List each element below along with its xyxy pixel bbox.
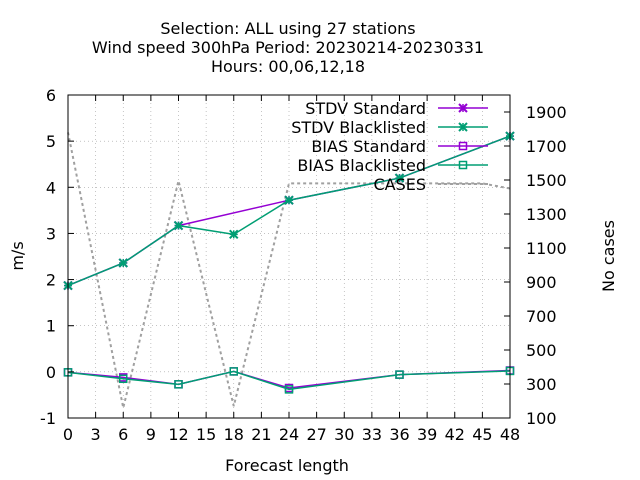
legend-label-cases: CASES bbox=[373, 175, 426, 194]
x-tick-label: 24 bbox=[279, 425, 299, 444]
x-tick-label: 3 bbox=[91, 425, 101, 444]
data-point-bias-blacklisted bbox=[229, 367, 238, 376]
legend-label-stdv-standard: STDV Standard bbox=[305, 99, 426, 118]
y2-tick-label: 1300 bbox=[526, 205, 567, 224]
x-tick-label: 12 bbox=[168, 425, 188, 444]
series-line-cases bbox=[67, 132, 511, 409]
data-point-stdv-blacklisted bbox=[394, 173, 405, 183]
legend-label-stdv-blacklisted: STDV Blacklisted bbox=[291, 118, 426, 137]
series-line-bias-blacklisted bbox=[67, 370, 511, 391]
y-tick-label: 6 bbox=[46, 86, 56, 105]
x-tick-label: 6 bbox=[118, 425, 128, 444]
x-tick-label: 15 bbox=[196, 425, 216, 444]
title-line-2: Wind speed 300hPa Period: 20230214-20230… bbox=[92, 38, 484, 57]
y-tick-label: 0 bbox=[46, 363, 56, 382]
data-series bbox=[63, 131, 515, 394]
grid bbox=[67, 94, 511, 419]
y2-tick-label: 900 bbox=[526, 273, 557, 292]
y-tick-label: 2 bbox=[46, 271, 56, 290]
legend-label-bias-standard: BIAS Standard bbox=[311, 137, 426, 156]
data-point-bias-blacklisted bbox=[174, 380, 183, 389]
legend-label-bias-blacklisted: BIAS Blacklisted bbox=[297, 156, 426, 175]
x-tick-label: 39 bbox=[417, 425, 437, 444]
y2-tick-label: 1900 bbox=[526, 103, 567, 122]
y-tick-label: 5 bbox=[46, 132, 56, 151]
x-tick-label: 18 bbox=[224, 425, 244, 444]
x-tick-label: 30 bbox=[334, 425, 354, 444]
y2-tick-label: 300 bbox=[526, 375, 557, 394]
cases-series bbox=[67, 132, 511, 409]
y2-tick-label: 100 bbox=[526, 409, 557, 428]
data-point-stdv-blacklisted bbox=[118, 258, 128, 268]
x-tick-label: 0 bbox=[63, 425, 73, 444]
y-tick-label: -1 bbox=[40, 409, 56, 428]
data-point-bias-blacklisted bbox=[119, 374, 128, 384]
y-tick-label: 1 bbox=[46, 317, 56, 336]
legend-marker-bias-standard bbox=[458, 141, 468, 151]
y2-tick-label: 500 bbox=[526, 341, 557, 360]
legend-marker-bias-blacklisted bbox=[458, 160, 468, 170]
data-point-stdv-blacklisted bbox=[284, 195, 294, 205]
x-tick-label: 42 bbox=[445, 425, 465, 444]
x-tick-label: 9 bbox=[146, 425, 156, 444]
y2-tick-label: 700 bbox=[526, 307, 557, 326]
x-tick-label: 27 bbox=[306, 425, 326, 444]
y2-tick-label: 1700 bbox=[526, 137, 567, 156]
data-point-bias-blacklisted bbox=[395, 370, 404, 379]
axis-ticks: 0 3 6 9 12 15 18 21 24 27 30 33 36 39 42 45 48-101234561… bbox=[40, 86, 567, 444]
y-axis-label: m/s bbox=[8, 241, 27, 270]
x-tick-label: 33 bbox=[362, 425, 382, 444]
y2-axis-label: No cases bbox=[599, 220, 618, 292]
y2-tick-label: 1500 bbox=[526, 171, 567, 190]
data-point-bias-blacklisted bbox=[284, 385, 294, 394]
x-tick-label: 45 bbox=[472, 425, 492, 444]
title-line-3: Hours: 00,06,12,18 bbox=[211, 57, 365, 76]
x-tick-label: 36 bbox=[389, 425, 409, 444]
data-point-stdv-blacklisted bbox=[229, 229, 239, 240]
y-tick-label: 3 bbox=[46, 224, 56, 243]
x-tick-label: 21 bbox=[251, 425, 271, 444]
legend-marker-stdv-blacklisted bbox=[458, 122, 468, 132]
data-point-stdv-blacklisted bbox=[173, 220, 184, 231]
x-tick-label: 48 bbox=[500, 425, 520, 444]
title-line-1: Selection: ALL using 27 stations bbox=[160, 19, 415, 38]
legend-marker-stdv-standard bbox=[458, 103, 468, 113]
y-tick-label: 4 bbox=[46, 178, 56, 197]
y2-tick-label: 1100 bbox=[526, 239, 567, 258]
x-axis-label: Forecast length bbox=[225, 456, 349, 475]
